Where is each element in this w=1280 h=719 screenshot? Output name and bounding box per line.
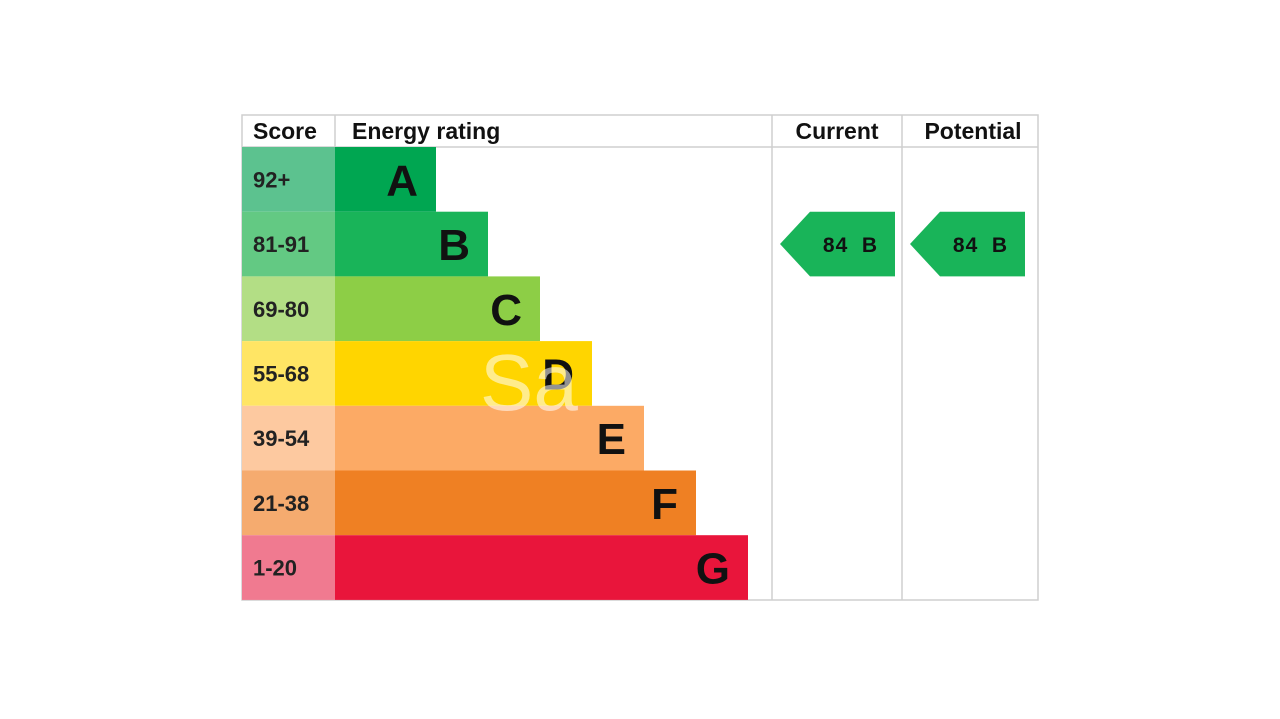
score-cell-c [242,276,335,342]
band-letter-b: B [438,221,470,270]
band-letter-g: G [696,545,730,594]
band-bar-c [335,276,540,342]
watermark: Sa [480,338,578,427]
score-cell-f [242,470,335,536]
header-potential: Potential [924,118,1021,144]
score-cell-a [242,147,335,212]
rating-bands: 92+ A 81-91 B 69-80 C 55-68 D 39-54 E 21-38 F 1-20 G [242,147,748,600]
band-bar-a [335,147,436,212]
band-bar-e [335,405,644,471]
score-label-c: 69-80 [253,297,309,322]
score-label-d: 55-68 [253,361,309,386]
score-cell-e [242,405,335,471]
score-cell-b [242,211,335,277]
band-letter-a: A [386,156,418,205]
current-arrow-label: 84 B [823,234,878,257]
band-bar-g [335,535,748,600]
potential-arrow [910,211,1025,277]
score-label-f: 21-38 [253,491,309,516]
score-label-e: 39-54 [253,426,310,451]
band-bar-f [335,470,696,536]
header-score: Score [253,118,317,144]
band-bar-d [335,341,592,406]
score-cell-d [242,341,335,406]
current-arrow [780,211,895,277]
score-cell-g [242,535,335,600]
potential-arrow-label: 84 B [953,234,1008,257]
rating-indicators: 84 B 84 B [780,211,1025,277]
band-letter-e: E [597,415,626,464]
band-bar-b [335,211,488,277]
header-current: Current [795,118,878,144]
band-letter-f: F [651,480,678,529]
score-label-a: 92+ [253,167,290,192]
score-label-g: 1-20 [253,556,297,581]
band-letter-c: C [490,286,522,335]
score-label-b: 81-91 [253,232,309,257]
band-letter-d: D [542,350,574,399]
header-energy-rating: Energy rating [352,118,500,144]
